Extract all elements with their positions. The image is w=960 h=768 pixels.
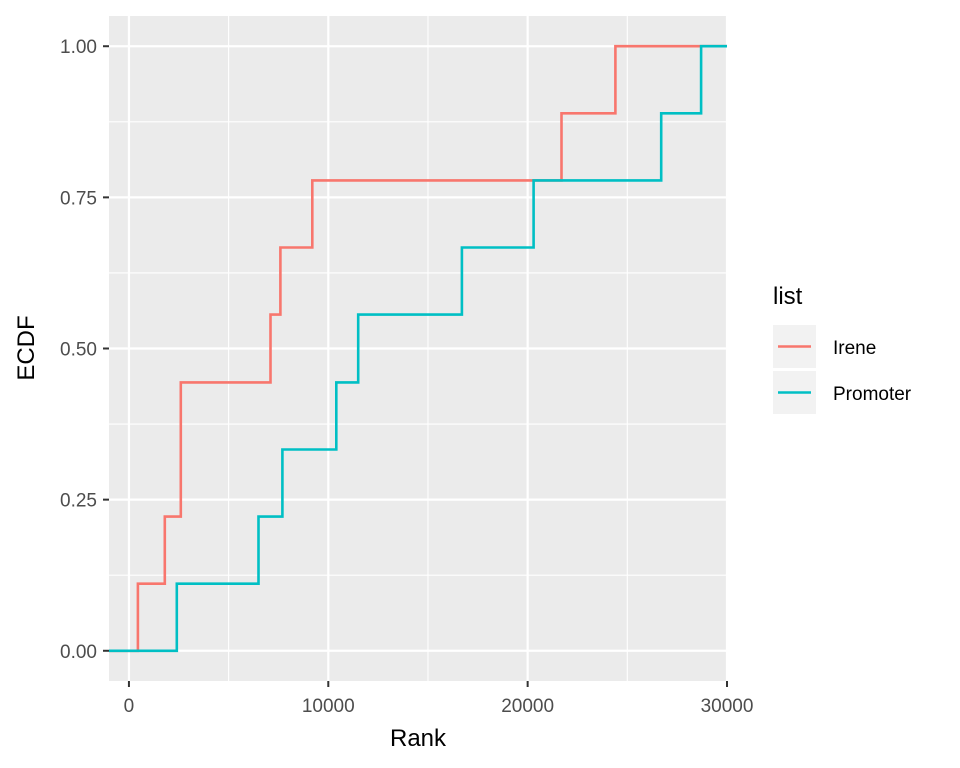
series-layer xyxy=(109,44,727,653)
tick-labels: 0 10000 20000 30000 0.00 0.25 0.50 0.75 1.00 xyxy=(60,37,753,717)
legend-label-irene: Irene xyxy=(833,338,876,359)
y-tick-label: 0.25 xyxy=(60,491,97,512)
x-tick-label: 30000 xyxy=(701,696,754,717)
x-tick-label: 0 xyxy=(124,696,135,717)
legend-label-promoter: Promoter xyxy=(833,384,912,405)
series-line-promoter xyxy=(109,44,727,653)
legend: list Irene Promoter xyxy=(773,283,912,414)
major-gridlines xyxy=(109,16,729,681)
legend-title: list xyxy=(773,283,803,310)
x-tick-label: 20000 xyxy=(501,696,554,717)
series-line-irene xyxy=(109,44,727,653)
y-tick-label: 0.00 xyxy=(60,642,97,663)
x-tick-label: 10000 xyxy=(302,696,355,717)
axis-ticks xyxy=(103,45,728,687)
x-axis-title: Rank xyxy=(390,725,447,752)
y-tick-label: 0.50 xyxy=(60,340,97,361)
y-tick-label: 0.75 xyxy=(60,188,97,209)
y-tick-label: 1.00 xyxy=(60,37,97,58)
y-axis-title: ECDF xyxy=(13,315,40,380)
legend-items: Irene Promoter xyxy=(773,325,912,414)
